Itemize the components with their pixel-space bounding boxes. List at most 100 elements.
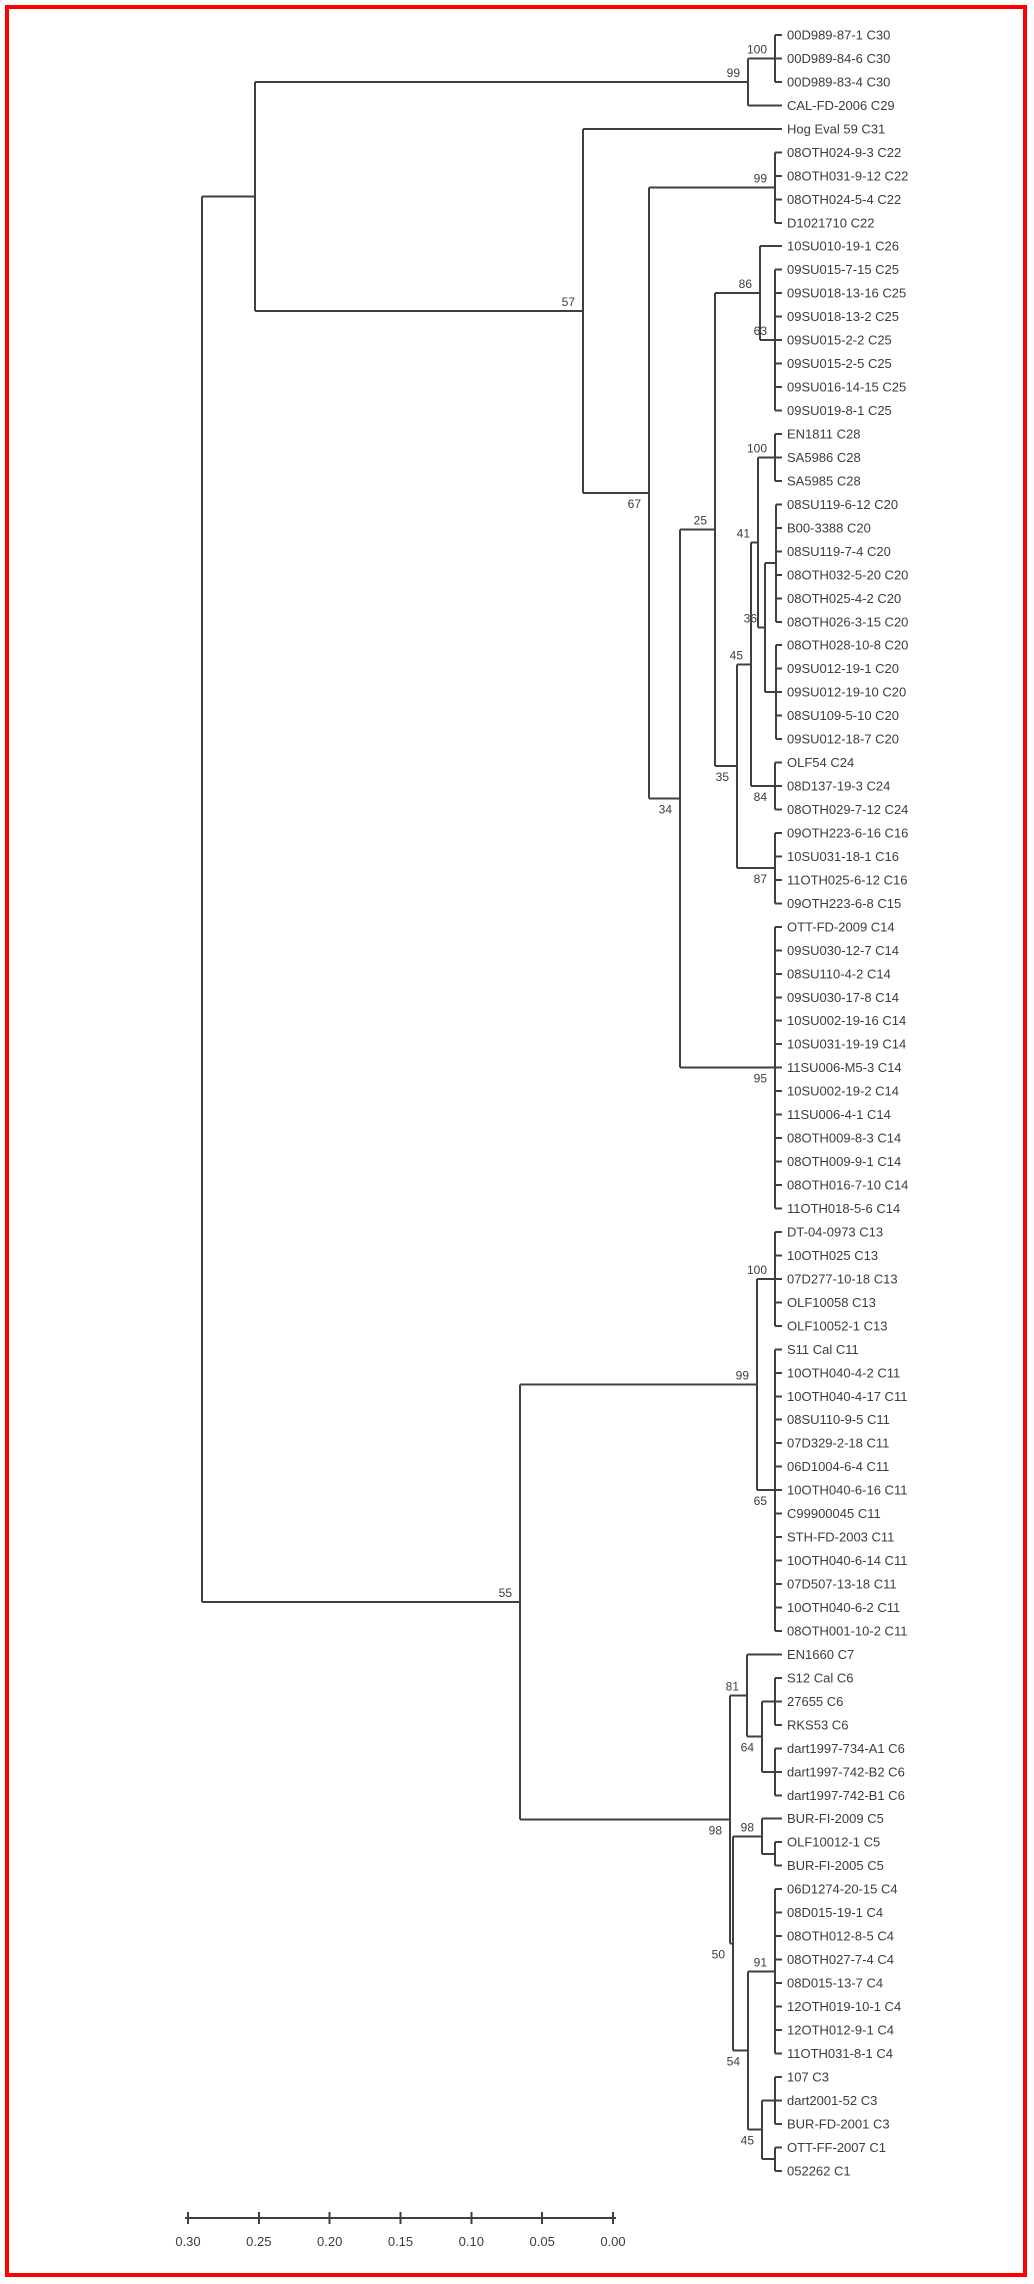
- taxon-label: 10OTH040-4-2 C11: [787, 1365, 900, 1380]
- taxon-label: 11SU006-M5-3 C14: [787, 1060, 902, 1075]
- taxon-label: 08OTH024-5-4 C22: [787, 192, 901, 207]
- bootstrap-value: 67: [628, 497, 642, 511]
- bootstrap-value: 81: [726, 1680, 740, 1694]
- taxon-label: 08OTH016-7-10 C14: [787, 1178, 908, 1193]
- taxon-label: 27655 C6: [787, 1694, 843, 1709]
- bootstrap-value: 35: [716, 770, 730, 784]
- scale-tick-label: 0.25: [246, 2234, 271, 2249]
- taxon-label: 11OTH018-5-6 C14: [787, 1201, 900, 1216]
- taxon-label: 09SU012-19-1 C20: [787, 661, 899, 676]
- bootstrap-value: 95: [754, 1072, 768, 1086]
- taxon-label: 08OTH029-7-12 C24: [787, 802, 908, 817]
- bootstrap-value: 45: [741, 2134, 755, 2148]
- bootstrap-value: 54: [727, 2054, 741, 2068]
- taxon-label: 06D1004-6-4 C11: [787, 1459, 889, 1474]
- taxon-label: CAL-FD-2006 C29: [787, 98, 895, 113]
- bootstrap-value: 57: [562, 295, 576, 309]
- taxon-label: C99900045 C11: [787, 1506, 881, 1521]
- taxon-label: BUR-FI-2005 C5: [787, 1858, 884, 1873]
- taxon-label: 10SU002-19-2 C14: [787, 1084, 899, 1099]
- taxon-label: dart1997-742-B2 C6: [787, 1764, 905, 1779]
- taxon-label: 052262 C1: [787, 2163, 851, 2178]
- taxon-label: 00D989-87-1 C30: [787, 28, 890, 43]
- taxon-label: S12 Cal C6: [787, 1670, 853, 1685]
- taxon-label: BUR-FI-2009 C5: [787, 1811, 884, 1826]
- scale-tick-label: 0.20: [317, 2234, 342, 2249]
- taxon-label: 08OTH009-9-1 C14: [787, 1154, 901, 1169]
- taxon-label: 12OTH019-10-1 C4: [787, 1999, 901, 2014]
- bootstrap-value: 87: [754, 872, 768, 886]
- taxon-label: BUR-FD-2001 C3: [787, 2116, 890, 2131]
- taxon-label: 08OTH026-3-15 C20: [787, 614, 908, 629]
- bootstrap-value: 99: [727, 66, 741, 80]
- taxon-label: 107 C3: [787, 2069, 829, 2084]
- bootstrap-value: 100: [747, 1263, 767, 1277]
- taxon-label: OTT-FD-2009 C14: [787, 919, 895, 934]
- taxon-label: 08SU110-4-2 C14: [787, 966, 891, 981]
- taxon-label: 08D015-19-1 C4: [787, 1905, 883, 1920]
- taxon-label: 08D137-19-3 C24: [787, 779, 890, 794]
- taxon-label: dart1997-742-B1 C6: [787, 1788, 905, 1803]
- taxon-label: SA5986 C28: [787, 450, 861, 465]
- taxon-label: 09SU015-2-2 C25: [787, 333, 892, 348]
- taxon-label: SA5985 C28: [787, 473, 861, 488]
- taxon-label: 09SU030-17-8 C14: [787, 990, 899, 1005]
- taxon-label: 11OTH031-8-1 C4: [787, 2046, 893, 2061]
- bootstrap-value: 45: [730, 648, 744, 662]
- taxon-label: 09SU016-14-15 C25: [787, 380, 906, 395]
- taxon-label: 11OTH025-6-12 C16: [787, 872, 907, 887]
- bootstrap-value: 86: [739, 277, 753, 291]
- taxon-label: 10OTH040-6-2 C11: [787, 1600, 900, 1615]
- taxon-label: 08D015-13-7 C4: [787, 1976, 883, 1991]
- taxon-label: 10OTH025 C13: [787, 1248, 878, 1263]
- taxon-label: dart1997-734-A1 C6: [787, 1741, 905, 1756]
- bootstrap-value: 98: [741, 1820, 755, 1834]
- taxon-label: 09SU030-12-7 C14: [787, 943, 899, 958]
- taxon-label: 10OTH040-6-16 C11: [787, 1483, 907, 1498]
- taxon-label: 09OTH223-6-16 C16: [787, 825, 908, 840]
- taxon-label: 10OTH040-4-17 C11: [787, 1389, 907, 1404]
- taxon-label: 09SU015-2-5 C25: [787, 356, 892, 371]
- bootstrap-value: 100: [747, 441, 767, 455]
- taxon-label: 09OTH223-6-8 C15: [787, 896, 901, 911]
- taxon-label: 08SU110-9-5 C11: [787, 1412, 890, 1427]
- bootstrap-value: 65: [754, 1494, 768, 1508]
- taxon-label: OLF10058 C13: [787, 1295, 876, 1310]
- scale-tick-label: 0.10: [459, 2234, 484, 2249]
- taxon-label: 08SU119-7-4 C20: [787, 544, 891, 559]
- taxon-label: B00-3388 C20: [787, 520, 871, 535]
- taxon-label: RKS53 C6: [787, 1717, 848, 1732]
- bootstrap-value: 34: [659, 803, 673, 817]
- taxon-label: STH-FD-2003 C11: [787, 1530, 894, 1545]
- taxon-label: 08OTH009-8-3 C14: [787, 1131, 901, 1146]
- taxon-label: 09SU018-13-2 C25: [787, 309, 899, 324]
- taxon-label: 08OTH025-4-2 C20: [787, 591, 901, 606]
- taxon-label: 08OTH012-8-5 C4: [787, 1929, 894, 1944]
- scale-tick-label: 0.00: [600, 2234, 625, 2249]
- bootstrap-value: 100: [747, 42, 767, 56]
- bootstrap-value: 99: [754, 172, 768, 186]
- taxon-label: 08OTH028-10-8 C20: [787, 638, 908, 653]
- taxon-label: 09SU018-13-16 C25: [787, 286, 906, 301]
- taxon-label: 09SU019-8-1 C25: [787, 403, 892, 418]
- taxon-label: OTT-FF-2007 C1: [787, 2140, 886, 2155]
- taxon-label: 11SU006-4-1 C14: [787, 1107, 891, 1122]
- bootstrap-value: 98: [709, 1823, 723, 1837]
- scale-tick-label: 0.15: [388, 2234, 413, 2249]
- bootstrap-value: 91: [754, 1955, 768, 1969]
- taxon-label: 09SU015-7-15 C25: [787, 262, 899, 277]
- bootstrap-value: 55: [499, 1586, 513, 1600]
- taxon-label: 08SU119-6-12 C20: [787, 497, 898, 512]
- bootstrap-value: 41: [737, 527, 751, 541]
- taxon-label: 12OTH012-9-1 C4: [787, 2022, 894, 2037]
- scale-tick-label: 0.30: [175, 2234, 200, 2249]
- bootstrap-value: 64: [741, 1741, 755, 1755]
- taxon-label: 07D277-10-18 C13: [787, 1271, 898, 1286]
- taxon-label: dart2001-52 C3: [787, 2093, 877, 2108]
- taxon-label: 08OTH027-7-4 C4: [787, 1952, 894, 1967]
- taxon-label: 10OTH040-6-14 C11: [787, 1553, 907, 1568]
- taxon-label: 08OTH031-9-12 C22: [787, 168, 908, 183]
- taxon-label: 00D989-83-4 C30: [787, 74, 890, 89]
- taxon-label: 07D329-2-18 C11: [787, 1436, 889, 1451]
